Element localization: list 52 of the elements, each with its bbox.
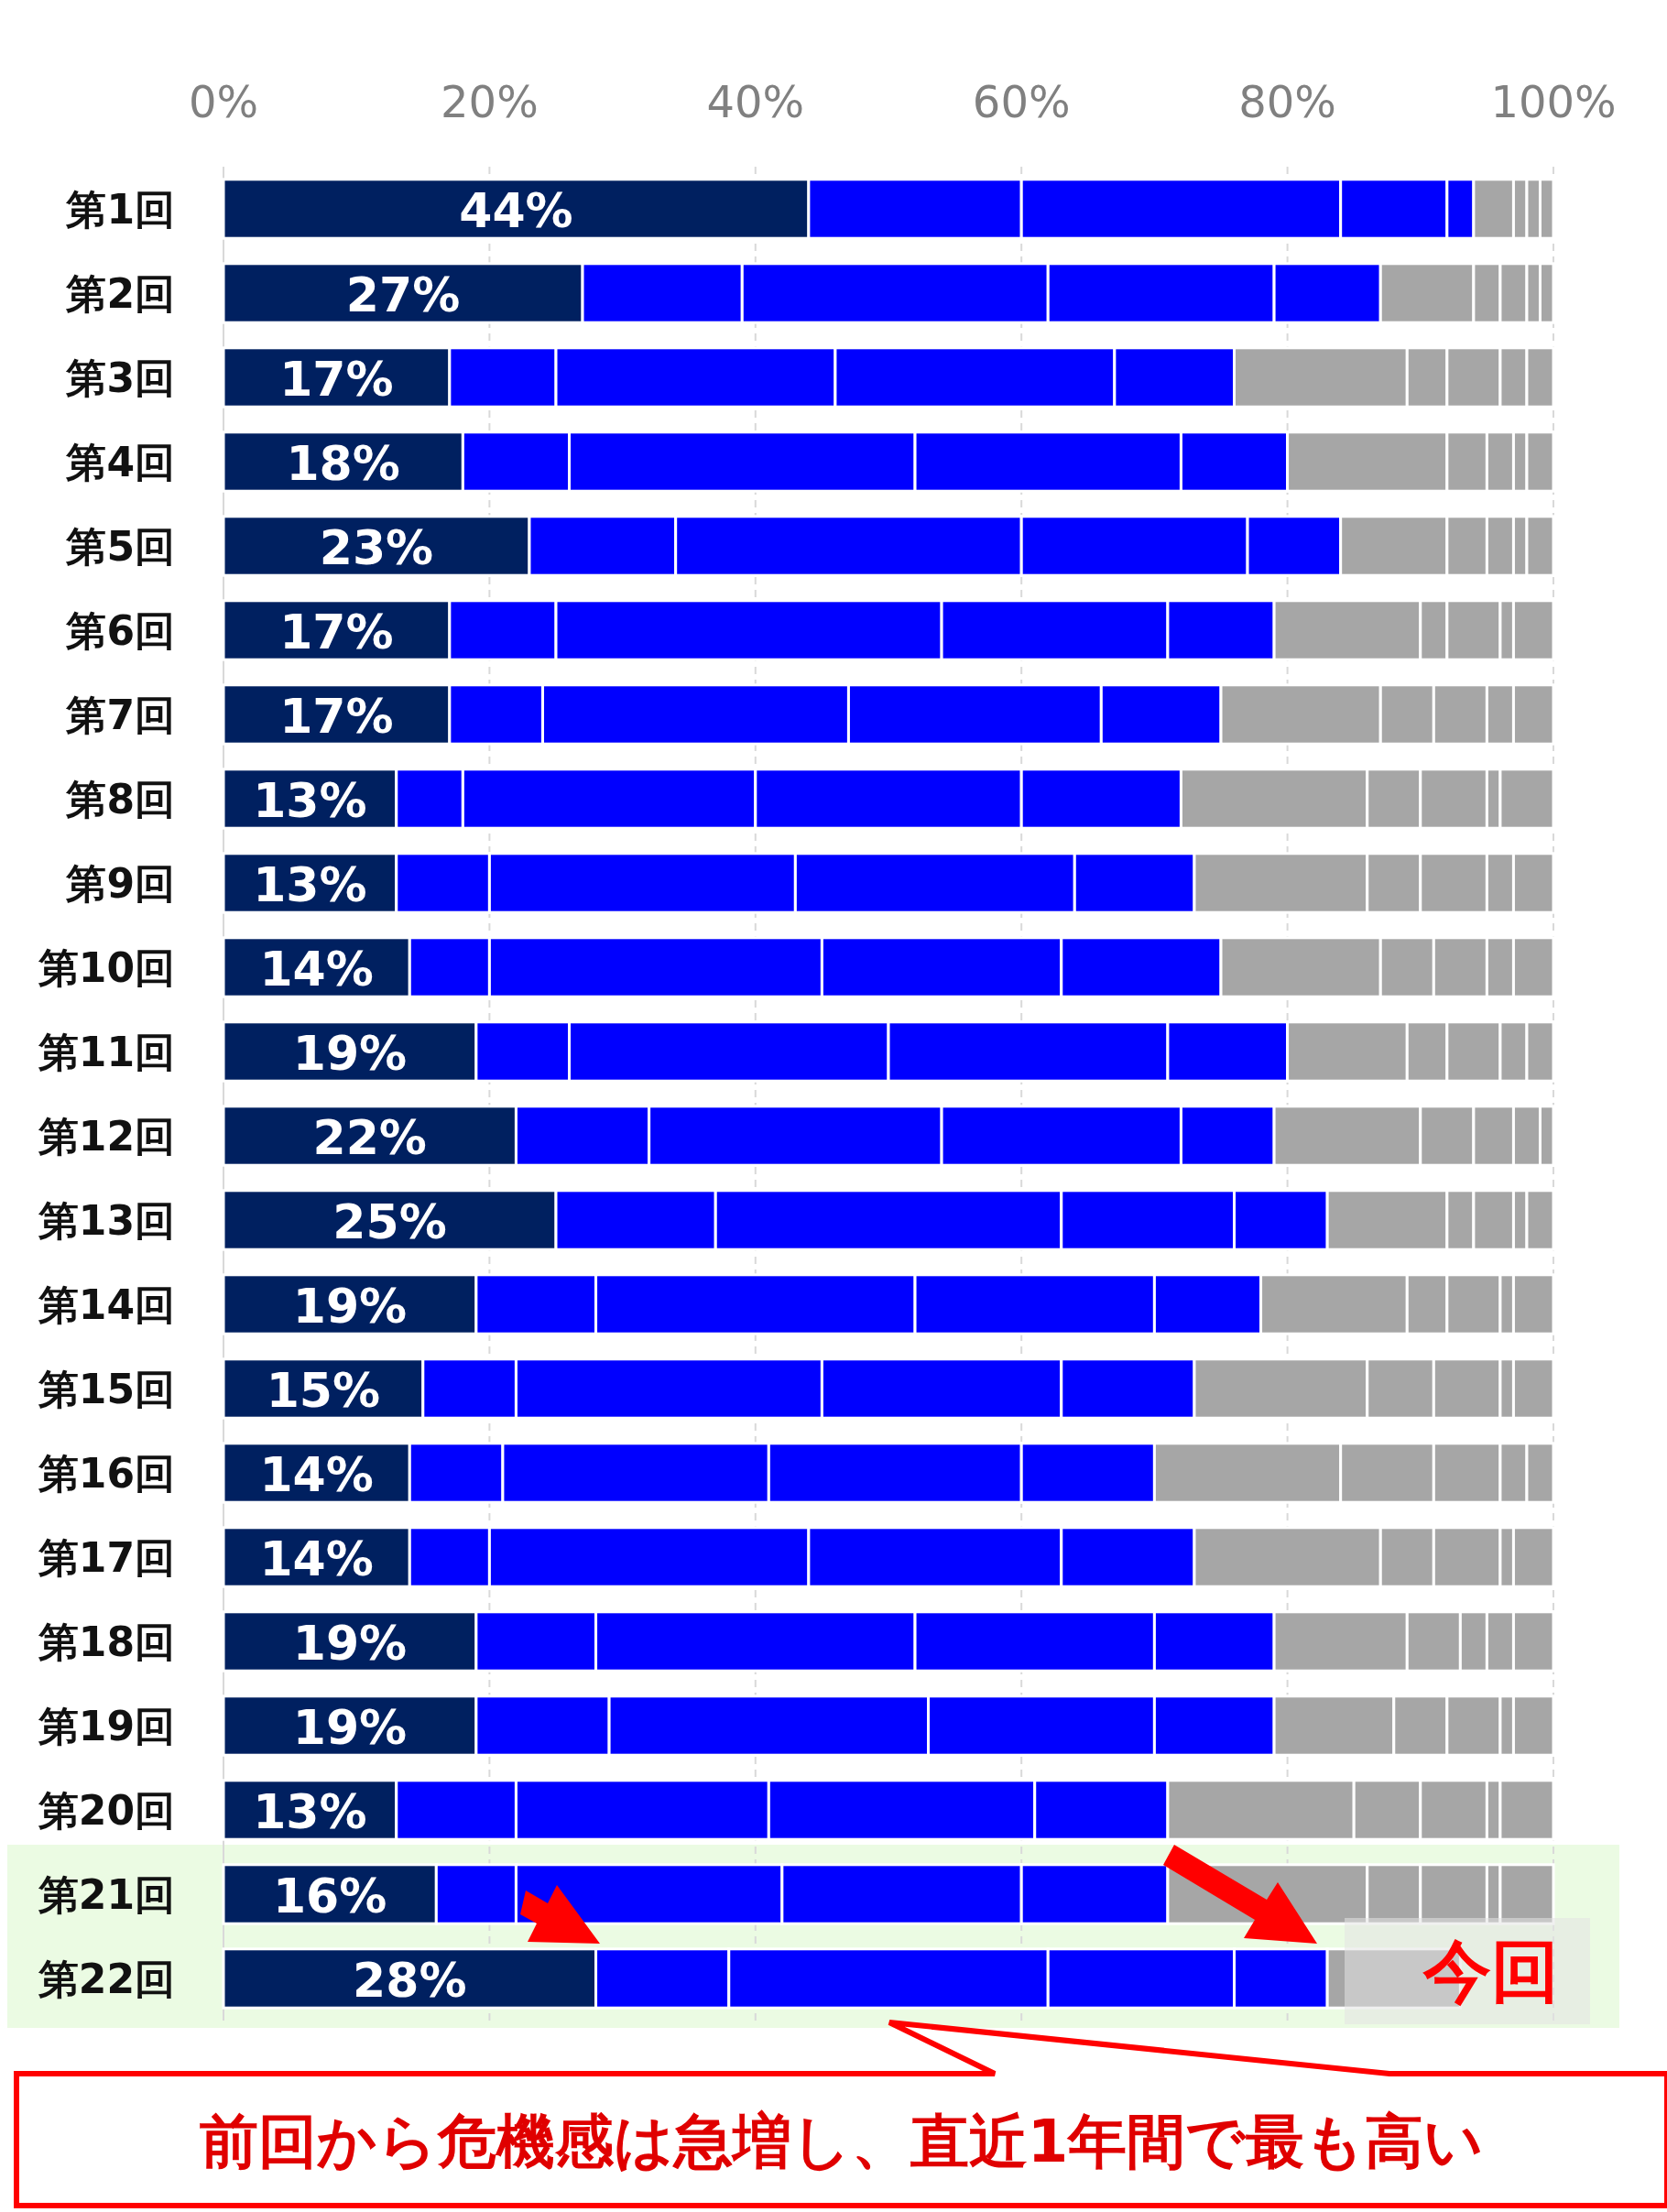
- text: 前回から危機感は急増し、直近1年間で最も高い: [199, 2108, 1485, 2175]
- data-label: 17%: [279, 352, 394, 407]
- y-tick-label: 第13回: [37, 1197, 175, 1244]
- data-label: 22%: [312, 1110, 427, 1165]
- x-tick-label: 0%: [188, 76, 259, 127]
- data-label: 16%: [272, 1869, 387, 1923]
- y-tick-label: 第6回: [65, 607, 175, 654]
- data-label: 13%: [253, 857, 367, 912]
- data-label: 25%: [332, 1194, 447, 1249]
- x-tick-label: 20%: [441, 76, 539, 127]
- data-label: 19%: [292, 1279, 408, 1334]
- data-label: 17%: [279, 689, 394, 744]
- x-tick-label: 40%: [706, 76, 805, 127]
- y-tick-label: 第9回: [65, 860, 175, 907]
- data-label: 19%: [292, 1700, 408, 1755]
- y-tick-label: 第2回: [65, 270, 175, 317]
- y-tick-label: 第21回: [37, 1871, 175, 1918]
- data-label: 27%: [345, 267, 461, 322]
- data-label: 23%: [319, 520, 434, 575]
- data-label: 13%: [253, 773, 367, 828]
- y-tick-label: 第5回: [65, 523, 175, 570]
- data-label: 18%: [286, 436, 400, 491]
- y-tick-label: 第10回: [37, 944, 175, 991]
- y-tick-label: 第3回: [65, 354, 175, 401]
- y-tick-label: 第15回: [37, 1366, 175, 1412]
- y-tick-label: 第19回: [37, 1703, 175, 1749]
- y-tick-label: 第17回: [37, 1534, 175, 1581]
- data-label: 13%: [253, 1784, 367, 1839]
- x-tick-label: 100%: [1490, 76, 1617, 127]
- y-tick-label: 第14回: [37, 1281, 175, 1328]
- annotation: 今回: [1422, 1932, 1559, 2010]
- y-tick-label: 第22回: [37, 1956, 175, 2002]
- y-tick-label: 第8回: [65, 776, 175, 823]
- data-label: 44%: [459, 183, 573, 238]
- data-label: 28%: [353, 1953, 467, 2008]
- data-label: 19%: [292, 1026, 408, 1081]
- y-tick-label: 第20回: [37, 1787, 175, 1834]
- y-tick-label: 第1回: [65, 186, 175, 233]
- y-tick-label: 第11回: [37, 1029, 175, 1075]
- data-label: 14%: [259, 942, 374, 997]
- x-tick-label: 80%: [1238, 76, 1336, 127]
- y-tick-label: 第18回: [37, 1618, 175, 1665]
- data-label: 14%: [259, 1447, 374, 1502]
- y-tick-label: 第12回: [37, 1113, 175, 1160]
- x-tick-label: 60%: [972, 76, 1071, 127]
- data-label: 19%: [292, 1616, 408, 1671]
- data-label: 17%: [279, 605, 394, 659]
- y-tick-label: 第7回: [65, 692, 175, 738]
- y-tick-label: 第4回: [65, 439, 175, 485]
- data-label: 14%: [259, 1531, 374, 1586]
- data-label: 15%: [266, 1363, 381, 1418]
- y-tick-label: 第16回: [37, 1450, 175, 1497]
